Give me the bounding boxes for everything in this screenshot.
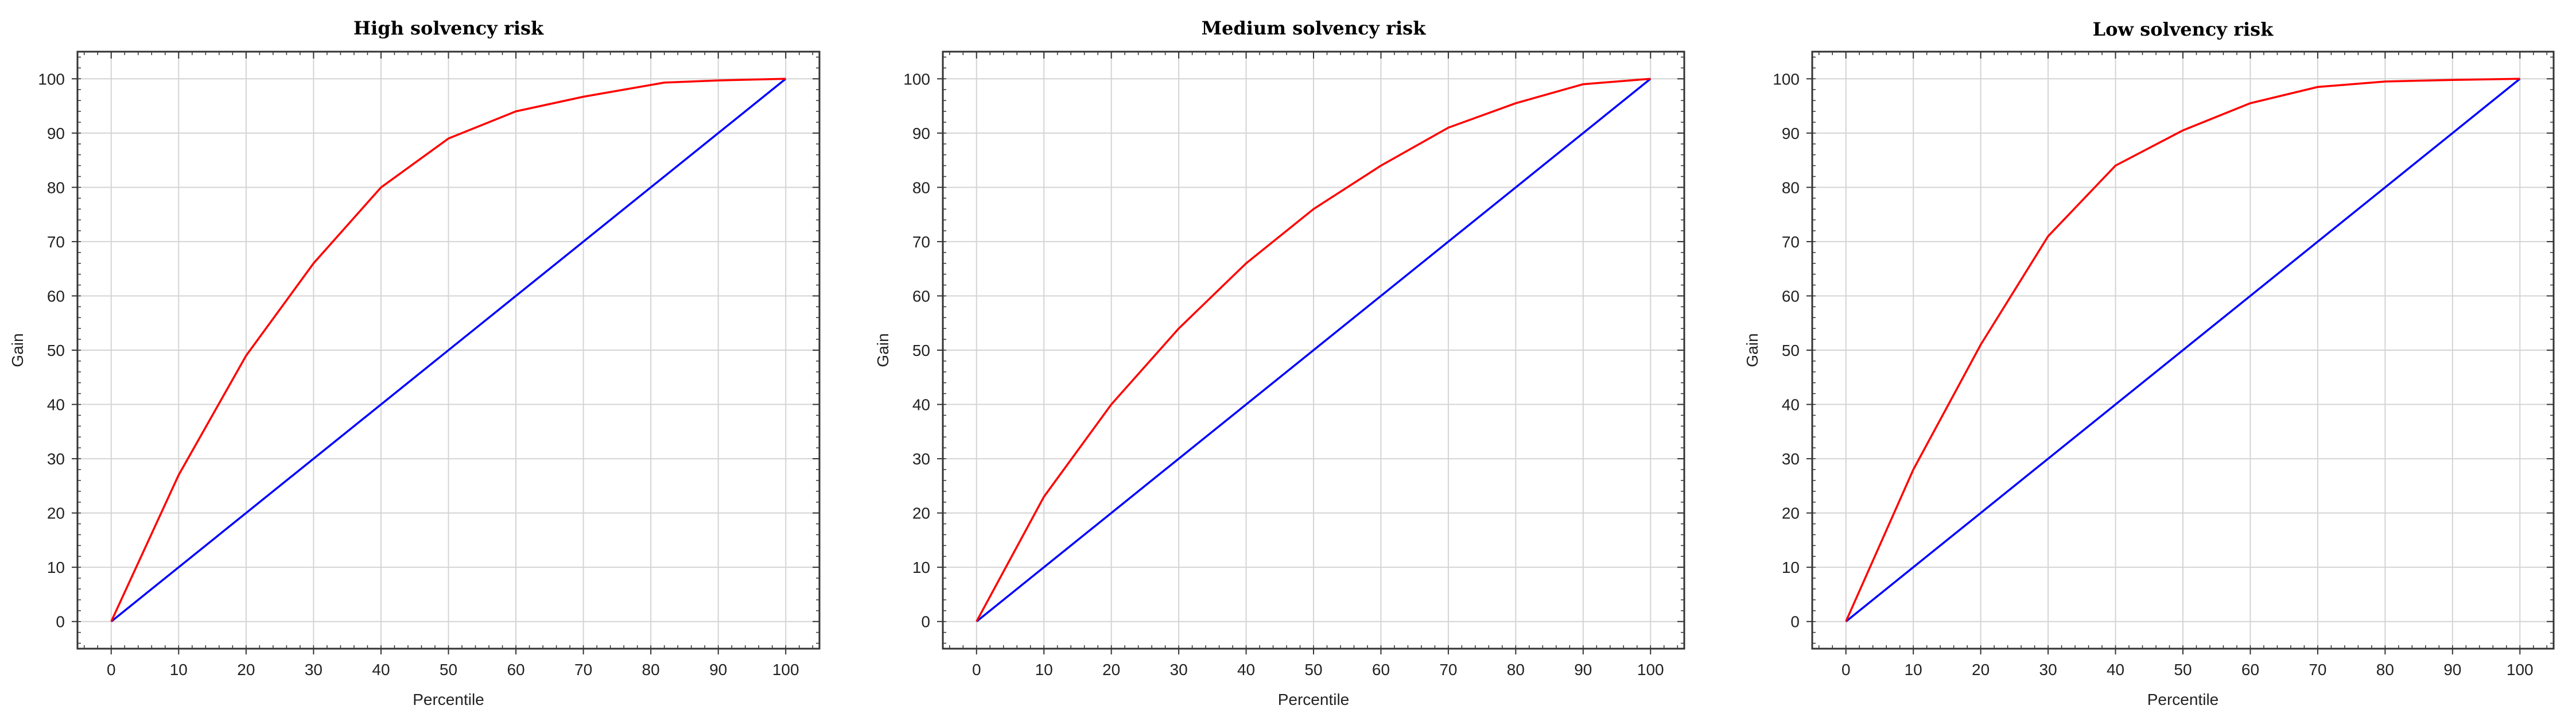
y-tick-label: 90 — [912, 125, 930, 142]
x-tick-label: 20 — [237, 661, 255, 679]
x-tick-label: 20 — [1972, 661, 1990, 679]
gain-series-line — [110, 77, 786, 622]
y-tick-label: 70 — [1782, 233, 1800, 251]
x-tick-label: 30 — [2039, 661, 2057, 679]
x-tick-label: 30 — [1170, 661, 1188, 679]
x-tick-label: 30 — [305, 661, 323, 679]
y-tick-label: 40 — [912, 396, 930, 414]
x-tick-label: 100 — [1637, 661, 1664, 679]
x-tick-label: 90 — [2443, 661, 2461, 679]
x-tick-label: 10 — [170, 661, 188, 679]
x-tick-label: 50 — [1304, 661, 1322, 679]
y-tick-label: 40 — [47, 396, 65, 414]
y-tick-label: 50 — [912, 342, 930, 359]
gain-series-line — [1845, 77, 2520, 622]
x-tick-label: 60 — [1372, 661, 1390, 679]
y-tick-label: 10 — [1782, 559, 1800, 576]
x-axis-label: Percentile — [2147, 691, 2219, 708]
y-tick-label: 20 — [1782, 505, 1800, 522]
x-tick-label: 60 — [2241, 661, 2259, 679]
y-tick-label: 40 — [1782, 396, 1800, 414]
x-tick-label: 40 — [372, 661, 390, 679]
y-tick-label: 100 — [1773, 70, 1800, 88]
y-tick-label: 80 — [1782, 179, 1800, 196]
x-axis-label: Percentile — [1278, 691, 1350, 708]
baseline-series-line — [1845, 77, 2521, 623]
y-tick-label: 30 — [912, 450, 930, 468]
y-tick-label: 0 — [921, 613, 930, 631]
y-tick-label: 90 — [47, 125, 65, 142]
x-tick-label: 0 — [107, 661, 116, 679]
y-tick-label: 50 — [47, 342, 65, 359]
x-tick-label: 50 — [440, 661, 457, 679]
x-tick-label: 40 — [1237, 661, 1255, 679]
x-tick-label: 0 — [1841, 661, 1851, 679]
y-tick-label: 10 — [912, 559, 930, 576]
x-tick-label: 80 — [642, 661, 660, 679]
x-tick-label: 40 — [2107, 661, 2124, 679]
chart-title: Medium solvency risk — [1202, 17, 1427, 39]
y-tick-label: 80 — [912, 179, 930, 196]
x-tick-label: 80 — [1507, 661, 1525, 679]
y-tick-label: 0 — [1790, 613, 1800, 631]
x-tick-label: 100 — [2507, 661, 2534, 679]
y-tick-label: 20 — [912, 505, 930, 522]
y-tick-label: 10 — [47, 559, 65, 576]
baseline-series-line — [976, 77, 1652, 623]
y-tick-label: 30 — [1782, 450, 1800, 468]
chart-panel-1: 0 10 20 30 40 50 60 70 80 90 100 0 10 20 30 40 50 60 70 80 9… — [9, 17, 821, 708]
x-tick-label: 90 — [1574, 661, 1592, 679]
y-tick-label: 60 — [47, 287, 65, 305]
y-tick-label: 100 — [38, 70, 65, 88]
x-tick-label: 60 — [507, 661, 524, 679]
y-tick-label: 30 — [47, 450, 65, 468]
x-tick-label: 80 — [2376, 661, 2394, 679]
x-tick-label: 100 — [772, 661, 799, 679]
y-tick-label: 60 — [912, 287, 930, 305]
x-tick-label: 20 — [1102, 661, 1120, 679]
x-tick-label: 50 — [2174, 661, 2192, 679]
x-tick-label: 10 — [1905, 661, 1922, 679]
y-tick-label: 0 — [56, 613, 65, 631]
x-axis-label: Percentile — [413, 691, 484, 708]
y-axis-label: Gain — [9, 333, 26, 367]
x-tick-label: 70 — [1439, 661, 1457, 679]
y-tick-label: 20 — [47, 505, 65, 522]
y-tick-label: 90 — [1782, 125, 1800, 142]
gain-series-line — [976, 77, 1651, 622]
y-axis-label: Gain — [1743, 333, 1761, 367]
x-tick-label: 90 — [709, 661, 727, 679]
x-tick-label: 70 — [2309, 661, 2326, 679]
chart-panel-3: 0 10 20 30 40 50 60 70 80 90 100 0 10 20 30 40 50 60 70 80 9… — [1743, 18, 2555, 708]
chart-title: Low solvency risk — [2093, 18, 2274, 40]
chart-title: High solvency risk — [353, 17, 544, 39]
y-tick-label: 70 — [47, 233, 65, 251]
y-tick-label: 50 — [1782, 342, 1800, 359]
y-tick-label: 60 — [1782, 287, 1800, 305]
y-tick-label: 100 — [903, 70, 930, 88]
baseline-series-line — [110, 77, 787, 623]
y-tick-label: 80 — [47, 179, 65, 196]
y-tick-label: 70 — [912, 233, 930, 251]
x-tick-label: 0 — [972, 661, 981, 679]
y-axis-label: Gain — [874, 333, 892, 367]
x-tick-label: 70 — [574, 661, 592, 679]
chart-panel-2: 0 10 20 30 40 50 60 70 80 90 100 0 10 20 30 40 50 60 70 80 9… — [874, 17, 1685, 708]
x-tick-label: 10 — [1035, 661, 1053, 679]
